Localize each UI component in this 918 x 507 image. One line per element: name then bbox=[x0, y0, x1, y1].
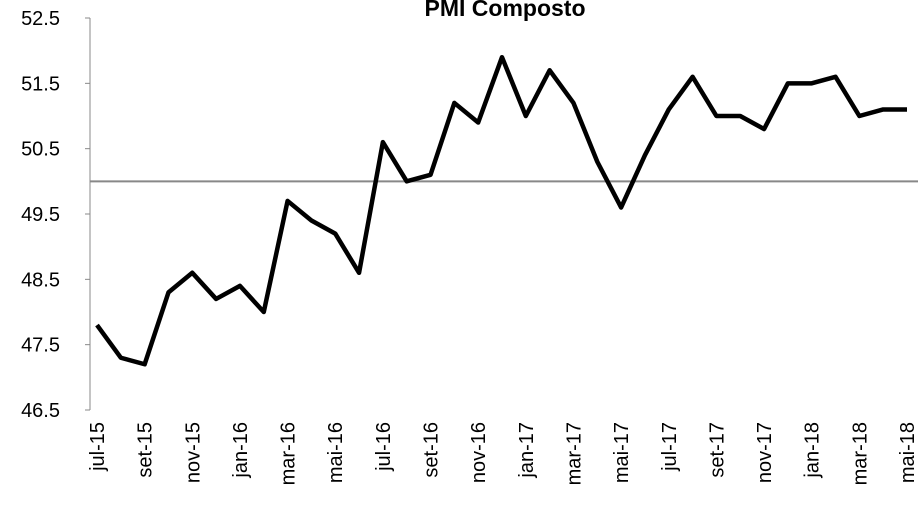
x-tick-label: mar-17 bbox=[563, 422, 585, 485]
x-tick-label: jul-17 bbox=[659, 422, 681, 472]
x-tick-label: mai-17 bbox=[611, 422, 633, 483]
x-tick-label: mar-18 bbox=[849, 422, 871, 485]
y-tick-label: 52.5 bbox=[21, 8, 60, 30]
x-tick-label: set-16 bbox=[421, 422, 443, 478]
x-tick-label: set-15 bbox=[135, 422, 157, 478]
x-tick-label: nov-16 bbox=[468, 422, 490, 483]
chart-title: PMI Composto bbox=[425, 0, 586, 21]
y-tick-label: 49.5 bbox=[21, 204, 60, 226]
y-tick-label: 47.5 bbox=[21, 335, 60, 357]
x-tick-label: jan-17 bbox=[516, 422, 538, 479]
x-tick-label: jan-18 bbox=[802, 422, 824, 479]
y-tick-label: 46.5 bbox=[21, 400, 60, 422]
y-tick-label: 48.5 bbox=[21, 269, 60, 291]
y-tick-label: 50.5 bbox=[21, 139, 60, 161]
x-tick-label: mai-16 bbox=[325, 422, 347, 483]
x-tick-label: mar-16 bbox=[278, 422, 300, 485]
x-tick-label: jul-16 bbox=[373, 422, 395, 472]
x-tick-label: nov-15 bbox=[182, 422, 204, 483]
x-tick-label: nov-17 bbox=[754, 422, 776, 483]
x-tick-label: mai-18 bbox=[897, 422, 918, 483]
line-series bbox=[95, 54, 907, 367]
x-tick-label: jul-15 bbox=[87, 422, 109, 472]
x-tick-label: jan-16 bbox=[230, 422, 252, 479]
x-tick-label: set-17 bbox=[706, 422, 728, 478]
y-tick-label: 51.5 bbox=[21, 73, 60, 95]
